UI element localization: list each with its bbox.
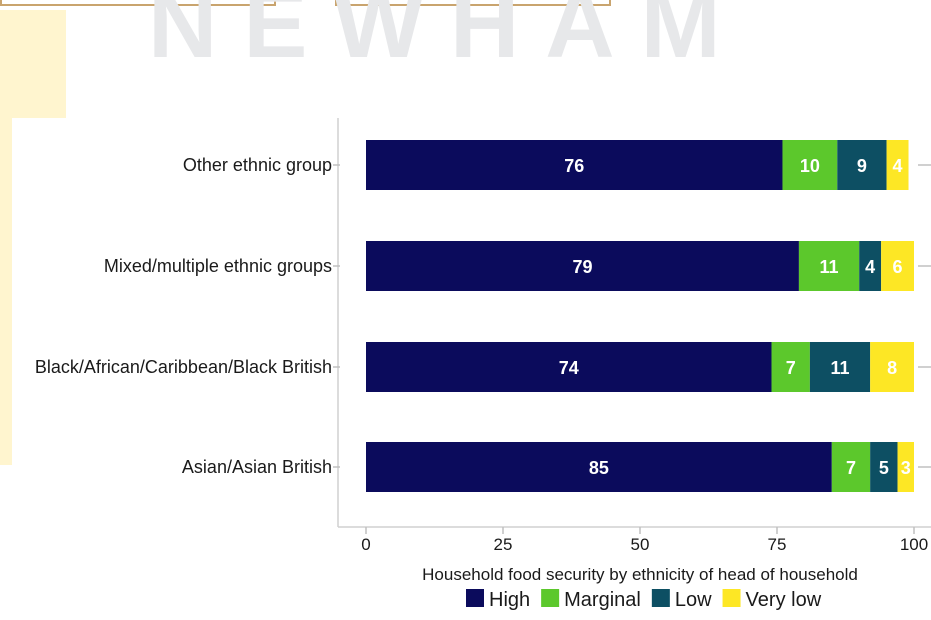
newham-watermark: NEWHAM	[148, 0, 747, 78]
bar-value-label: 11	[831, 358, 850, 378]
bar-segment-very-low	[897, 442, 914, 492]
x-tick-label: 50	[631, 535, 650, 554]
bar-segment-marginal	[782, 140, 838, 190]
bar-segment-low	[870, 442, 898, 492]
bar-value-label: 74	[559, 358, 579, 378]
bar-value-label: 11	[820, 257, 839, 277]
bars-group: 76 10 9 479 11 4 674 7 11 885 7 5 3	[366, 140, 914, 492]
category-label: Other ethnic group	[183, 155, 332, 175]
legend-label: Low	[675, 589, 712, 611]
bar-segment-high	[366, 140, 783, 190]
category-labels: Other ethnic group Mixed/multiple ethnic …	[35, 155, 332, 477]
bar-value-label: 4	[893, 156, 903, 176]
bar-value-label: 85	[589, 458, 609, 478]
category-label: Black/African/Caribbean/Black British	[35, 357, 332, 377]
bar-segment-high	[366, 241, 799, 291]
bar-value-label: 3	[901, 458, 911, 478]
legend-label: High	[489, 589, 530, 611]
x-tick-label: 25	[494, 535, 513, 554]
bar-value-label: 8	[887, 358, 897, 378]
bar-segment-marginal	[798, 241, 860, 291]
bar-segment-very-low	[886, 140, 909, 190]
x-axis-title: Household food security by ethnicity of …	[422, 565, 858, 584]
bar-segment-very-low	[870, 342, 914, 392]
bar-segment-marginal	[771, 342, 810, 392]
bar-value-label: 5	[879, 458, 889, 478]
category-label: Asian/Asian British	[182, 457, 332, 477]
bar-segment-high	[366, 442, 832, 492]
legend-swatch-low	[651, 589, 670, 607]
axes-group: 0 25 50 75 100	[333, 118, 931, 554]
bar-segment-low	[837, 140, 887, 190]
top-box-right	[335, 0, 611, 6]
bar-segment-low	[859, 241, 882, 291]
bar-value-label: 7	[846, 458, 856, 478]
bar-value-label: 6	[893, 257, 903, 277]
legend-label: Marginal	[564, 589, 641, 611]
bar-segment-low	[809, 342, 871, 392]
bar-value-label: 79	[572, 257, 592, 277]
bar-value-label: 10	[800, 156, 820, 176]
legend-label: Very low	[746, 589, 822, 611]
top-box-left	[0, 0, 276, 6]
bar-segment-very-low	[881, 241, 914, 291]
bar-segment-high	[366, 342, 772, 392]
category-label: Mixed/multiple ethnic groups	[104, 256, 332, 276]
legend-swatch-very-low	[722, 589, 741, 607]
x-tick-label: 100	[900, 535, 928, 554]
legend: High Marginal Low Very low	[466, 589, 822, 611]
bar-value-label: 76	[564, 156, 584, 176]
x-tick-label: 75	[768, 535, 787, 554]
bar-value-label: 7	[786, 358, 796, 378]
x-tick-label: 0	[361, 535, 370, 554]
legend-swatch-high	[466, 589, 484, 607]
legend-swatch-marginal	[541, 589, 560, 607]
bar-value-label: 4	[865, 257, 875, 277]
bar-segment-marginal	[831, 442, 871, 492]
bar-value-label: 9	[857, 156, 867, 176]
